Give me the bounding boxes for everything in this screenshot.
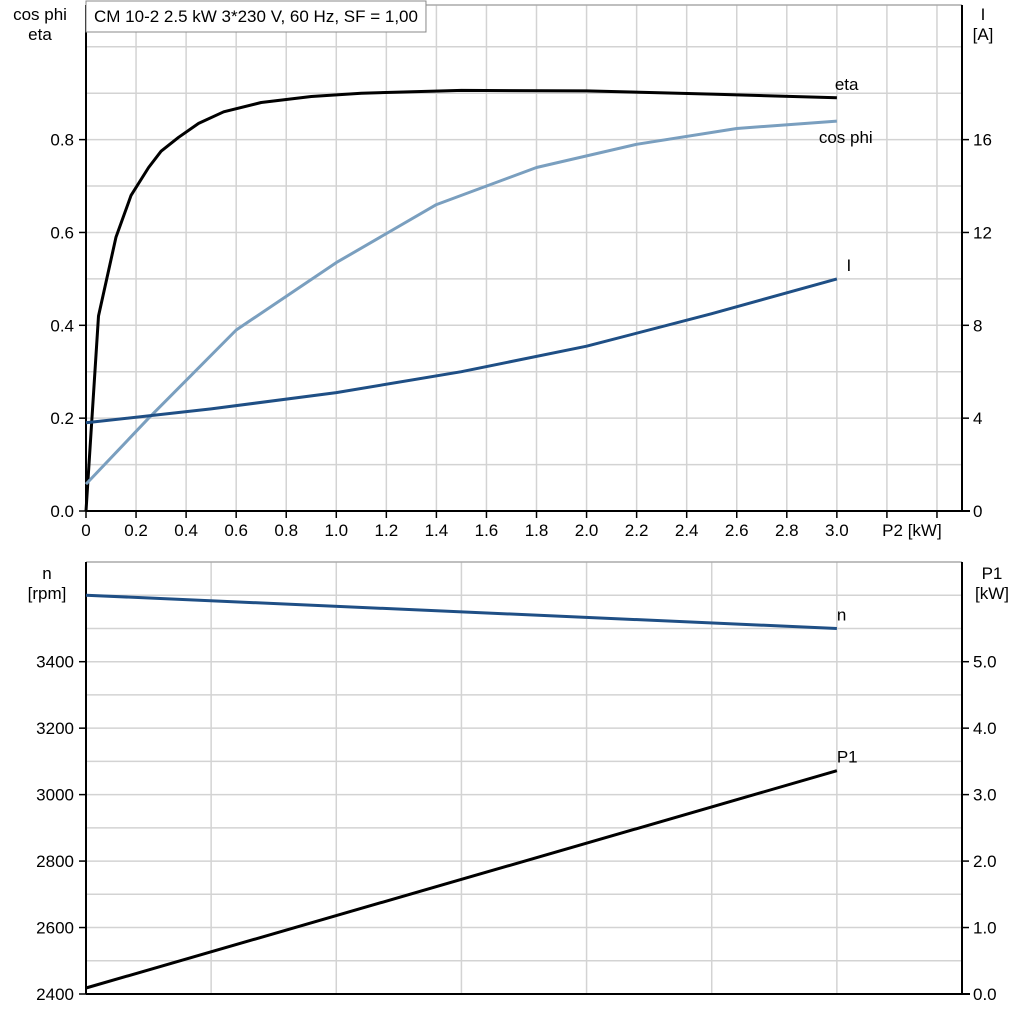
y-left-tick-label: 3200 [36,719,74,738]
series-label-eta: eta [835,75,859,94]
x-tick-label: 0.4 [174,521,198,540]
x-tick-label: 0.6 [224,521,248,540]
x-tick-label: 2.2 [625,521,649,540]
x-tick-label: 1.4 [425,521,449,540]
y-right-tick-label: 1.0 [973,919,997,938]
y-left-tick-label: 0.0 [50,502,74,521]
y-left-tick-label: 0.2 [50,409,74,428]
y-right-tick-label: 0.0 [973,985,997,1004]
y-left-tick-label: 3000 [36,786,74,805]
series-label-n: n [837,605,846,624]
x-tick-label: 0 [81,521,90,540]
y-left-tick-label: 2600 [36,919,74,938]
y-right-tick-label: 12 [973,223,992,242]
x-tick-label: 2.4 [675,521,699,540]
y-right-tick-label: 4 [973,409,982,428]
y-right-tick-label: 16 [973,131,992,150]
y-left-tick-label: 2400 [36,985,74,1004]
x-axis-label: P2 [kW] [882,521,942,540]
x-tick-label: 0.8 [274,521,298,540]
y-left-tick-label: 0.4 [50,316,74,335]
x-tick-label: 1.6 [475,521,499,540]
y-left-tick-label: 0.8 [50,131,74,150]
series-line-eta [84,88,837,512]
title-box [85,0,427,33]
series-label-I: I [846,256,851,275]
x-tick-label: 2.0 [575,521,599,540]
series-line-n [85,593,837,630]
y-right-axis-label: P1 [982,564,1003,583]
y-right-tick-label: 2.0 [973,852,997,871]
y-right-tick-label: 4.0 [973,719,997,738]
y-right-axis-label: [A] [973,25,994,44]
y-left-tick-label: 2800 [36,852,74,871]
y-right-axis-label: I [981,5,986,24]
y-right-tick-label: 0 [973,502,982,521]
x-tick-label: 2.8 [775,521,799,540]
y-right-axis-label: [kW] [975,584,1009,603]
series-line-I [85,277,838,425]
series-label-cos-phi: cos phi [819,128,873,147]
chart-title: CM 10-2 2.5 kW 3*230 V, 60 Hz, SF = 1,00 [94,7,418,26]
y-left-tick-label: 3400 [36,653,74,672]
series-line-cos-phi [84,119,838,486]
x-tick-label: 0.2 [124,521,148,540]
series-label-P1: P1 [837,748,858,767]
y-right-tick-label: 3.0 [973,786,997,805]
y-left-tick-label: 0.6 [50,223,74,242]
x-tick-label: 1.8 [525,521,549,540]
y-left-axis-label: [rpm] [28,584,67,603]
x-tick-label: 1.0 [324,521,348,540]
y-left-axis-label: cos phi [13,5,67,24]
series-line-P1 [85,769,838,990]
x-tick-label: 3.0 [825,521,849,540]
x-tick-label: 1.2 [375,521,399,540]
y-right-tick-label: 5.0 [973,653,997,672]
y-left-axis-label: eta [28,25,52,44]
x-tick-label: 2.6 [725,521,749,540]
y-left-axis-label: n [42,564,51,583]
y-right-tick-label: 8 [973,316,982,335]
